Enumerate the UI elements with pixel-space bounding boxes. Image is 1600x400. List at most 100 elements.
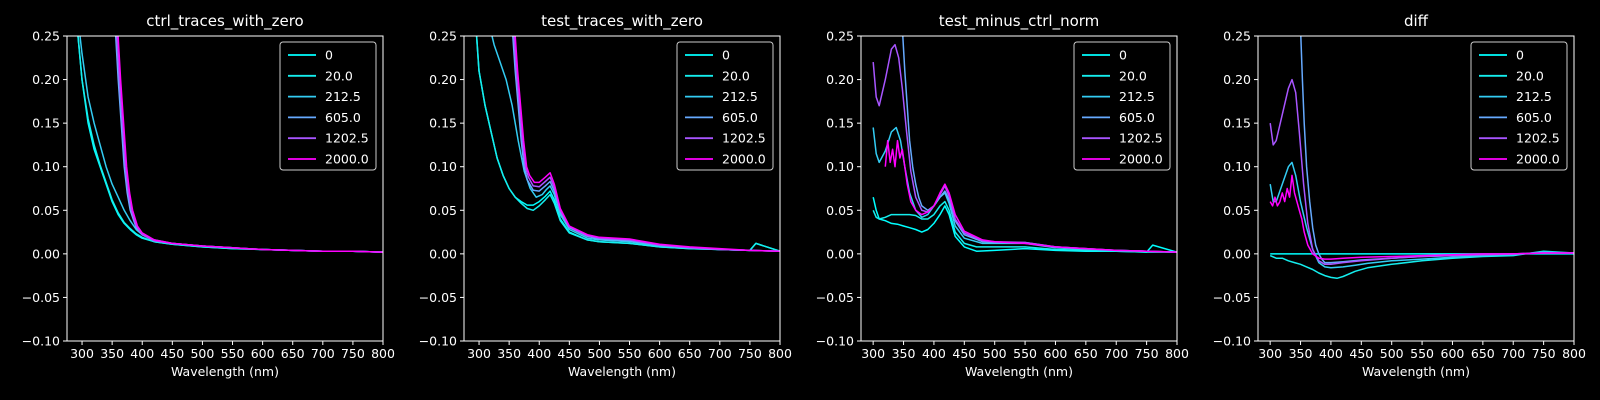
x-tick-label: 500 [587, 346, 611, 361]
y-tick-label: 0.25 [826, 29, 854, 44]
axes-frame [860, 35, 1178, 342]
x-tick-label: 400 [130, 346, 154, 361]
chart-title: test_traces_with_zero [541, 12, 703, 31]
y-tick-label: 0.00 [429, 246, 457, 261]
x-tick-label: 350 [892, 346, 916, 361]
legend-entry: 20.0 [722, 68, 750, 83]
y-tick-label: 0.00 [1223, 246, 1251, 261]
series-line-0 [872, 197, 1177, 253]
series-line-20.0 [475, 36, 780, 252]
legend-entry: 605.0 [722, 110, 758, 125]
y-tick-label: −0.05 [1213, 290, 1251, 305]
x-tick-label: 500 [983, 346, 1007, 361]
x-tick-label: 750 [341, 346, 365, 361]
axes-frame [1257, 35, 1575, 342]
x-tick-label: 750 [738, 346, 762, 361]
y-tick-label: 0.00 [32, 246, 60, 261]
legend-entry: 212.5 [325, 89, 361, 104]
legend-entry: 20.0 [1119, 68, 1147, 83]
legend-entry: 212.5 [1516, 89, 1552, 104]
x-tick-label: 800 [1562, 346, 1586, 361]
y-tick-label: 0.10 [826, 159, 854, 174]
series-group [1269, 36, 1574, 280]
x-tick-label: 350 [100, 346, 124, 361]
x-tick-label: 550 [221, 346, 245, 361]
legend-entry: 2000.0 [325, 152, 369, 167]
x-tick-label: 450 [557, 346, 581, 361]
y-tick-label: 0.25 [429, 29, 457, 44]
series-line-20.0 [1269, 250, 1574, 280]
series-line-212.5 [1269, 161, 1574, 269]
legend-entry: 1202.5 [325, 131, 369, 146]
chart-panel-2: 300 350 400 450 500 550 600 650 700 750 800 −0.10 −0… [419, 12, 792, 379]
chart-title: test_minus_ctrl_norm [939, 12, 1100, 31]
y-tick-label: 0.10 [1223, 159, 1251, 174]
series-line-1202.5 [1269, 78, 1574, 266]
y-tick-label: 0.05 [429, 203, 457, 218]
y-tick-label: 0.25 [32, 29, 60, 44]
chart-title: diff [1404, 12, 1429, 30]
legend: 0 20.0 212.5 605.0 1202.5 2000.0 [676, 41, 774, 171]
x-tick-label: 400 [527, 346, 551, 361]
y-tick-label: −0.05 [419, 290, 457, 305]
series-line-2000.0 [884, 139, 1177, 253]
chart-panel-4: 300 350 400 450 500 550 600 650 700 750 800 −0.10 −0… [1213, 12, 1586, 379]
x-tick-label: 450 [1349, 346, 1373, 361]
chart-panel-3: 300 350 400 450 500 550 600 650 700 750 800 −0.10 −0… [816, 12, 1189, 379]
x-tick-label: 450 [160, 346, 184, 361]
x-tick-label: 750 [1532, 346, 1556, 361]
legend-entry: 0 [325, 48, 333, 63]
x-tick-label: 300 [70, 346, 94, 361]
legend-entry: 1202.5 [722, 131, 766, 146]
legend-entry: 1202.5 [1119, 131, 1163, 146]
y-tick-label: −0.05 [22, 290, 60, 305]
legend-entry: 1202.5 [1516, 131, 1560, 146]
x-tick-label: 800 [768, 346, 792, 361]
y-tick-label: 0.00 [826, 246, 854, 261]
legend: 0 20.0 212.5 605.0 1202.5 2000.0 [279, 41, 377, 171]
x-tick-label: 700 [1501, 346, 1525, 361]
axes-frame [66, 35, 384, 342]
x-tick-label: 650 [281, 346, 305, 361]
x-tick-label: 300 [1258, 346, 1282, 361]
legend-entry: 212.5 [1119, 89, 1155, 104]
legend-entry: 2000.0 [1516, 152, 1560, 167]
x-tick-label: 550 [618, 346, 642, 361]
x-tick-label: 350 [1289, 346, 1313, 361]
y-tick-label: 0.15 [32, 116, 60, 131]
x-tick-label: 800 [371, 346, 395, 361]
y-tick-label: −0.10 [816, 334, 854, 349]
series-group [872, 36, 1177, 253]
series-line-2000.0 [117, 36, 383, 253]
x-tick-label: 750 [1135, 346, 1159, 361]
legend-entry: 0 [1119, 48, 1127, 63]
y-tick-label: 0.05 [1223, 203, 1251, 218]
y-tick-label: 0.20 [32, 72, 60, 87]
y-tick-label: −0.10 [419, 334, 457, 349]
x-tick-label: 700 [708, 346, 732, 361]
legend-entry: 605.0 [1119, 110, 1155, 125]
series-line-2000.0 [1269, 174, 1574, 260]
x-tick-label: 300 [861, 346, 885, 361]
legend: 0 20.0 212.5 605.0 1202.5 2000.0 [1470, 41, 1568, 171]
y-tick-label: 0.20 [826, 72, 854, 87]
x-axis-label: Wavelength (nm) [965, 364, 1073, 379]
x-tick-label: 500 [1380, 346, 1404, 361]
x-tick-label: 400 [1319, 346, 1343, 361]
series-group [77, 36, 383, 253]
x-tick-label: 550 [1013, 346, 1037, 361]
x-tick-label: 650 [678, 346, 702, 361]
x-tick-label: 650 [1471, 346, 1495, 361]
x-tick-label: 800 [1165, 346, 1189, 361]
legend-entry: 2000.0 [722, 152, 766, 167]
x-axis-label: Wavelength (nm) [568, 364, 676, 379]
series-line-2000.0 [514, 36, 780, 252]
x-tick-label: 650 [1074, 346, 1098, 361]
x-tick-label: 600 [251, 346, 275, 361]
legend-entry: 605.0 [325, 110, 361, 125]
x-tick-label: 600 [1441, 346, 1465, 361]
x-tick-label: 550 [1410, 346, 1434, 361]
y-tick-label: 0.05 [826, 203, 854, 218]
y-tick-label: −0.10 [1213, 334, 1251, 349]
legend: 0 20.0 212.5 605.0 1202.5 2000.0 [1073, 41, 1171, 171]
